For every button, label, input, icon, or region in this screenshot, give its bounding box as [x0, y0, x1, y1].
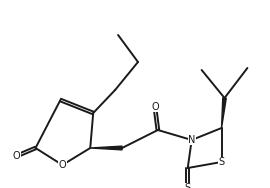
Text: O: O — [13, 151, 21, 161]
Polygon shape — [222, 98, 226, 128]
Text: O: O — [151, 102, 159, 112]
Text: N: N — [188, 135, 195, 145]
Text: O: O — [59, 160, 66, 170]
Text: S: S — [218, 157, 225, 167]
Polygon shape — [90, 146, 122, 150]
Text: S: S — [185, 183, 191, 188]
